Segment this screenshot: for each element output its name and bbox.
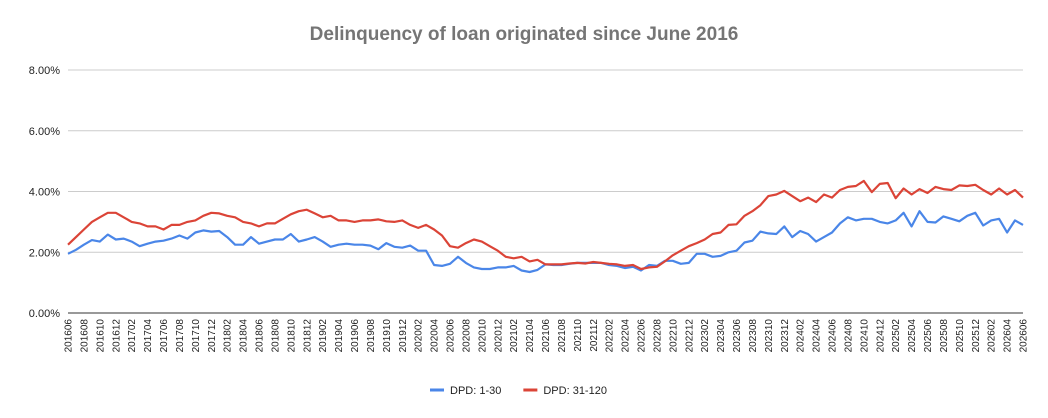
x-tick-label: 202402: [796, 319, 807, 353]
y-tick-label: 2.00%: [29, 247, 60, 259]
x-tick-label: 202010: [477, 319, 488, 353]
x-tick-label: 202312: [780, 319, 791, 353]
x-tick-label: 202604: [1003, 319, 1014, 353]
x-tick-label: 202106: [541, 319, 552, 353]
x-tick-label: 202002: [414, 319, 425, 353]
x-tick-label: 201606: [64, 319, 75, 353]
x-tick-label: 202506: [923, 319, 934, 353]
x-tick-label: 202202: [605, 319, 616, 353]
x-tick-label: 202302: [700, 319, 711, 353]
x-tick-label: 202310: [764, 319, 775, 353]
x-tick-label: 201910: [382, 319, 393, 353]
x-tick-label: 202404: [812, 319, 823, 353]
x-tick-label: 201702: [127, 319, 138, 353]
x-tick-label: 202408: [843, 319, 854, 353]
x-tick-label: 201812: [302, 319, 313, 353]
x-tick-label: 201708: [175, 319, 186, 353]
x-tick-label: 201710: [191, 319, 202, 353]
x-tick-label: 202004: [430, 319, 441, 353]
chart-title: Delinquency of loan originated since Jun…: [310, 24, 739, 45]
x-tick-label: 201902: [318, 319, 329, 353]
x-tick-label: 201912: [398, 319, 409, 353]
x-tick-label: 202304: [716, 319, 727, 353]
x-tick-label: 202606: [1019, 319, 1030, 353]
x-tick-label: 202308: [748, 319, 759, 353]
x-tick-label: 201808: [270, 319, 281, 353]
y-tick-label: 8.00%: [29, 65, 60, 77]
x-tick-label: 202306: [732, 319, 743, 353]
x-tick-label: 202104: [525, 319, 536, 353]
x-tick-label: 201806: [255, 319, 266, 353]
y-tick-label: 4.00%: [29, 187, 60, 199]
y-tick-label: 6.00%: [29, 126, 60, 138]
x-tick-label: 202102: [509, 319, 520, 353]
legend-label: DPD: 1-30: [450, 385, 501, 397]
x-tick-label: 202108: [557, 319, 568, 353]
x-tick-label: 201810: [286, 319, 297, 353]
x-tick-label: 202602: [987, 319, 998, 353]
x-tick-label: 201904: [334, 319, 345, 353]
x-tick-label: 202110: [573, 319, 584, 352]
x-tick-label: 201608: [79, 319, 90, 353]
x-tick-label: 202012: [493, 319, 504, 353]
x-tick-label: 202406: [828, 319, 839, 353]
x-tick-label: 202208: [652, 319, 663, 353]
x-tick-label: 202412: [875, 319, 886, 353]
x-tick-label: 201906: [350, 319, 361, 353]
legend-label: DPD: 31-120: [543, 385, 607, 397]
x-tick-label: 201612: [111, 319, 122, 353]
data-line: [67, 179, 1024, 271]
x-tick-label: 202112: [589, 319, 600, 352]
x-tick-label: 202006: [446, 319, 457, 353]
x-tick-label: 201802: [223, 319, 234, 353]
y-tick-label: 0.00%: [29, 308, 60, 320]
x-tick-label: 201610: [95, 319, 106, 353]
x-tick-label: 202512: [971, 319, 982, 353]
x-tick-label: 202204: [621, 319, 632, 353]
x-tick-label: 201706: [159, 319, 170, 353]
x-tick-label: 202508: [939, 319, 950, 353]
x-tick-label: 202008: [461, 319, 472, 353]
x-tick-label: 202510: [955, 319, 966, 353]
x-tick-label: 201712: [207, 319, 218, 353]
x-tick-label: 202212: [684, 319, 695, 353]
x-tick-label: 201908: [366, 319, 377, 353]
x-tick-label: 201804: [239, 319, 250, 353]
x-tick-label: 202206: [637, 319, 648, 353]
x-tick-label: 202502: [891, 319, 902, 353]
x-tick-label: 201704: [143, 319, 154, 353]
x-tick-label: 202210: [668, 319, 679, 353]
x-tick-label: 202504: [907, 319, 918, 353]
x-tick-label: 202410: [859, 319, 870, 353]
